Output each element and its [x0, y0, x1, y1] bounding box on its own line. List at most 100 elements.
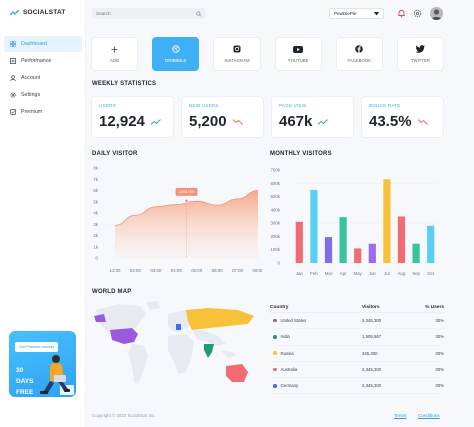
- search-bar[interactable]: [92, 8, 206, 19]
- facebook-icon: [355, 45, 364, 53]
- map-southeast-asia[interactable]: [220, 350, 238, 358]
- sidebar: SOCIALSTAT Dashboard Performance Account…: [0, 0, 86, 427]
- map-india[interactable]: [204, 344, 214, 358]
- sidebar-item-performance[interactable]: Performance: [4, 53, 82, 69]
- y-tick-label: 2k: [93, 233, 98, 238]
- brand-name: SOCIALSTAT: [23, 9, 66, 16]
- promo-headline: 30 DAYS FREE: [16, 367, 34, 396]
- daily-visitor-area: [115, 190, 258, 258]
- x-tick-label: Oct: [427, 271, 435, 276]
- tile-twitter[interactable]: TWITTER: [396, 37, 445, 71]
- column-header-country[interactable]: Country: [270, 305, 289, 310]
- x-tick-label: 04:00: [171, 268, 183, 273]
- bar-jun[interactable]: [368, 243, 376, 263]
- monthly-visitors-title: MONTHLY VISITORS: [270, 151, 332, 157]
- sidebar-item-label: Dashboard: [21, 41, 47, 47]
- performance-icon: [10, 58, 16, 64]
- map-russia[interactable]: [186, 308, 254, 330]
- premium-icon: [10, 109, 16, 115]
- trend-down-icon: [232, 118, 243, 125]
- conditions-link[interactable]: Conditions: [418, 413, 440, 418]
- bar-oct[interactable]: [427, 225, 435, 263]
- country-color-dot: [273, 384, 277, 388]
- bar-jan[interactable]: [295, 221, 303, 263]
- tile-label: FACEBOOK: [347, 58, 372, 63]
- country-cell: Australia: [270, 367, 362, 372]
- gear-icon[interactable]: [413, 9, 422, 18]
- tile-youtube[interactable]: YOUTUBE: [274, 37, 322, 71]
- social-tiles: ADD DRIBBBLE INSTAGRAM YOUTUBE FACEBOOK …: [91, 37, 445, 71]
- search-icon[interactable]: [196, 10, 202, 17]
- country-color-dot: [273, 335, 277, 339]
- twitter-icon: [415, 45, 425, 53]
- get-premium-button[interactable]: Get Premium access: [15, 342, 59, 352]
- sidebar-item-account[interactable]: Account: [4, 70, 82, 86]
- tile-add[interactable]: ADD: [91, 37, 139, 71]
- table-row[interactable]: India 1,505,567 30%: [270, 329, 444, 346]
- column-header-users[interactable]: % Users: [425, 305, 444, 310]
- percent-cell: 30%: [435, 383, 444, 389]
- country-table: Country Visitors % Users United States 2,…: [270, 303, 444, 395]
- y-tick-label: 0: [278, 261, 281, 266]
- y-tick-label: 3k: [93, 222, 98, 227]
- country-cell: United States: [270, 318, 362, 323]
- notification-icon[interactable]: [397, 9, 406, 18]
- weekly-statistics-title: WEEKLY STATISTICS: [92, 81, 157, 87]
- bar-feb[interactable]: [310, 189, 318, 263]
- country-cell: Russia: [270, 351, 362, 356]
- map-europe[interactable]: [168, 310, 192, 332]
- brand[interactable]: SOCIALSTAT: [10, 9, 66, 16]
- stat-label: USERS: [99, 103, 116, 108]
- tile-label: DRIBBBLE: [165, 58, 187, 63]
- person-illustration: [40, 355, 74, 395]
- sidebar-item-dashboard[interactable]: Dashboard: [4, 36, 82, 52]
- tooltip-box: [175, 187, 198, 196]
- sidebar-item-premium[interactable]: Premium: [4, 104, 82, 120]
- search-input[interactable]: [96, 11, 197, 16]
- column-header-visitors[interactable]: Visitors: [362, 305, 380, 310]
- map-greenland[interactable]: [146, 301, 160, 310]
- map-north-america[interactable]: [96, 304, 146, 340]
- tile-instagram[interactable]: INSTAGRAM: [213, 37, 261, 71]
- table-row[interactable]: United States 2,345,300 30%: [270, 313, 444, 330]
- bar-sep[interactable]: [412, 243, 420, 263]
- map-asia[interactable]: [192, 330, 226, 346]
- map-south-america[interactable]: [128, 344, 148, 384]
- terms-link[interactable]: Terms: [394, 413, 407, 418]
- sidebar-item-settings[interactable]: Settings: [4, 87, 82, 103]
- tile-dribbble[interactable]: DRIBBBLE: [152, 37, 200, 71]
- stat-value: 467k: [279, 113, 313, 130]
- bar-mar[interactable]: [324, 237, 333, 263]
- stat-card-users: USERS 12,924: [91, 96, 174, 138]
- tile-label: INSTAGRAM: [224, 58, 250, 63]
- table-row[interactable]: Germany 2,345,300 30%: [270, 378, 444, 395]
- tile-facebook[interactable]: FACEBOOK: [335, 37, 383, 71]
- tile-label: YOUTUBE: [287, 57, 309, 63]
- percent-cell: 30%: [435, 350, 444, 356]
- bar-jul[interactable]: [383, 179, 391, 263]
- caret-down-icon: [374, 11, 379, 15]
- map-africa[interactable]: [168, 334, 194, 374]
- bar-apr[interactable]: [339, 217, 347, 263]
- account-dropdown[interactable]: PewDiePie: [329, 8, 384, 19]
- tooltip-label: 2,931,000: [179, 190, 195, 194]
- stat-label: NEW USERS: [189, 103, 219, 108]
- stat-value: 43.5%: [369, 113, 412, 130]
- map-united-states[interactable]: [110, 328, 138, 344]
- x-tick-label: Jul: [384, 271, 390, 276]
- y-tick-label: 100k: [270, 247, 280, 252]
- avatar[interactable]: [430, 7, 443, 20]
- percent-cell: 30%: [435, 367, 444, 373]
- visitors-cell: 345,300: [362, 350, 378, 356]
- tooltip-marker-dot[interactable]: [184, 198, 189, 203]
- table-row[interactable]: Russia 345,300 30%: [270, 346, 444, 362]
- stat-value: 5,200: [189, 113, 227, 130]
- bar-may[interactable]: [354, 248, 362, 263]
- map-germany[interactable]: [176, 324, 181, 330]
- bar-aug[interactable]: [397, 216, 406, 264]
- map-australia[interactable]: [226, 364, 248, 382]
- world-map[interactable]: [88, 300, 260, 392]
- country-cell: India: [270, 334, 362, 339]
- map-alaska[interactable]: [94, 314, 106, 322]
- table-row[interactable]: Australia 2,345,300 30%: [270, 362, 444, 379]
